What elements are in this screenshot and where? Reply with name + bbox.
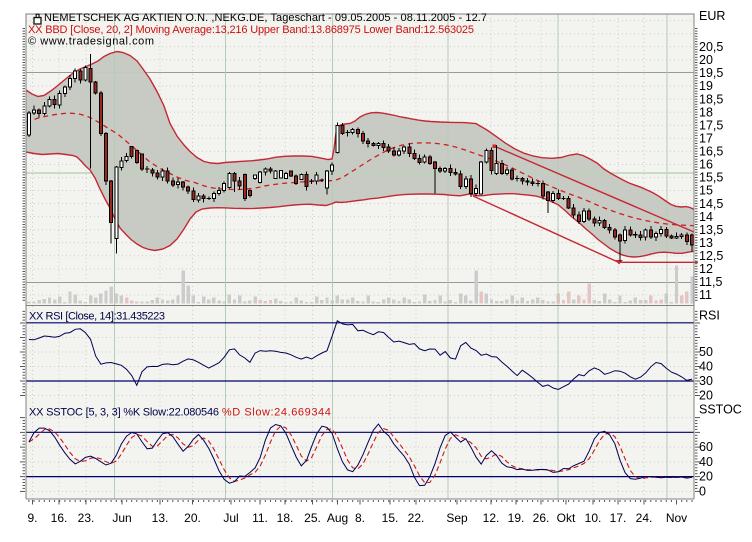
svg-text:19: 19: [699, 79, 713, 93]
svg-text:9.: 9.: [27, 511, 37, 525]
svg-text:16.: 16.: [51, 511, 68, 525]
svg-text:Nov: Nov: [666, 511, 687, 525]
svg-text:13.: 13.: [152, 511, 169, 525]
svg-text:RSI: RSI: [699, 309, 720, 323]
svg-text:20: 20: [699, 389, 713, 403]
svg-text:20: 20: [699, 470, 713, 484]
svg-text:13: 13: [699, 236, 713, 250]
svg-text:16,5: 16,5: [699, 145, 723, 159]
svg-text:XX RSI [Close, 14]:31.435223: XX RSI [Close, 14]:31.435223: [29, 311, 165, 323]
svg-text:XX SSTOC [5, 3, 3] %K Slow:22.: XX SSTOC [5, 3, 3] %K Slow:22.080546 %D …: [29, 407, 331, 419]
svg-text:15.: 15.: [382, 511, 399, 525]
svg-text:20,5: 20,5: [699, 40, 723, 54]
svg-text:Okt: Okt: [557, 511, 576, 525]
svg-text:11: 11: [699, 288, 712, 302]
svg-text:12,5: 12,5: [699, 249, 723, 263]
svg-text:12: 12: [699, 262, 713, 276]
svg-text:14: 14: [699, 210, 713, 224]
svg-text:17.: 17.: [610, 511, 627, 525]
svg-text:Aug: Aug: [327, 511, 348, 525]
svg-text:18: 18: [699, 105, 713, 119]
svg-text:EUR: EUR: [699, 9, 725, 23]
svg-text:50: 50: [699, 345, 713, 359]
svg-text:SSTOC: SSTOC: [699, 403, 742, 417]
svg-text:26.: 26.: [533, 511, 550, 525]
svg-text:8.: 8.: [355, 511, 365, 525]
svg-text:Jul: Jul: [223, 511, 238, 525]
svg-text:60: 60: [699, 440, 713, 454]
svg-text:NEMETSCHEK AG AKTIEN O.N. ,NEK: NEMETSCHEK AG AKTIEN O.N. ,NEKG.DE, Tage…: [44, 12, 487, 24]
svg-text:17: 17: [699, 131, 713, 145]
svg-text:19.: 19.: [508, 511, 525, 525]
svg-text:18,5: 18,5: [699, 92, 723, 106]
svg-text:20: 20: [699, 53, 713, 67]
svg-text:22.: 22.: [408, 511, 425, 525]
svg-text:11.: 11.: [252, 511, 268, 525]
svg-text:Sep: Sep: [446, 511, 468, 525]
svg-text:14,5: 14,5: [699, 197, 723, 211]
svg-text:11,5: 11,5: [699, 275, 722, 289]
svg-text:30: 30: [699, 374, 713, 388]
svg-text:10.: 10.: [585, 511, 602, 525]
svg-text:17,5: 17,5: [699, 118, 723, 132]
svg-text:19,5: 19,5: [699, 66, 723, 80]
svg-text:Jun: Jun: [112, 511, 131, 525]
svg-text:24.: 24.: [636, 511, 653, 525]
svg-text:18.: 18.: [277, 511, 294, 525]
svg-text:15,5: 15,5: [699, 171, 723, 185]
svg-text:40: 40: [699, 360, 713, 374]
svg-text:0: 0: [699, 484, 706, 498]
svg-text:25.: 25.: [304, 511, 321, 525]
svg-text:15: 15: [699, 184, 713, 198]
svg-text:12.: 12.: [483, 511, 500, 525]
svg-text:20.: 20.: [184, 511, 201, 525]
svg-text:13,5: 13,5: [699, 223, 723, 237]
svg-text:XX BBD [Close, 20, 2] Moving A: XX BBD [Close, 20, 2] Moving Average:13,…: [28, 24, 474, 36]
svg-text:16: 16: [699, 158, 713, 172]
svg-text:© www.tradesignal.com: © www.tradesignal.com: [28, 36, 154, 48]
svg-text:23.: 23.: [78, 511, 95, 525]
svg-text:40: 40: [699, 455, 713, 469]
